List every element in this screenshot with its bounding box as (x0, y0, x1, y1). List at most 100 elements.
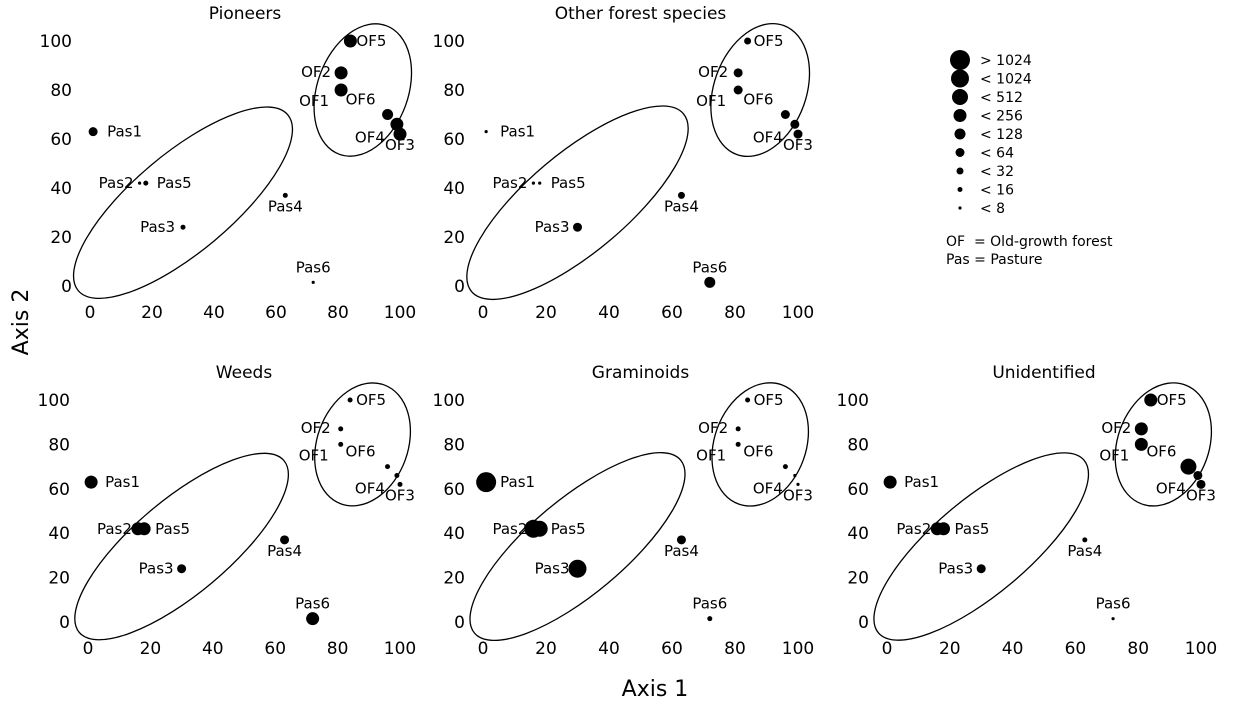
data-point (180, 224, 186, 230)
x-tick-label: 0 (882, 639, 893, 659)
y-tick-label: 0 (858, 613, 869, 633)
point-label: Pas4 (267, 542, 302, 560)
point-label: OF1 (299, 92, 329, 110)
y-tick-label: 0 (59, 613, 70, 633)
point-label: OF5 (356, 32, 386, 50)
y-tick-label: 60 (48, 480, 70, 500)
point-label: Pas6 (296, 258, 331, 276)
point-label: Pas6 (1096, 595, 1131, 613)
data-point (143, 180, 149, 186)
data-point (531, 520, 548, 537)
y-tick-label: 20 (50, 228, 72, 248)
x-tick-label: 100 (782, 303, 814, 323)
y-tick-label: 100 (433, 32, 465, 52)
data-point (735, 441, 741, 447)
point-label: OF4 (355, 479, 385, 497)
point-label: OF2 (301, 63, 331, 81)
data-point (484, 130, 488, 134)
point-label: OF3 (783, 486, 813, 504)
point-label: OF6 (743, 443, 773, 461)
scatter-panel: Pioneers 0 20 40 60 80 100 0 20 40 60 80 100 OF1 OF2 OF… (40, 4, 417, 323)
legend-label: < 8 (980, 201, 1005, 217)
data-point (88, 127, 98, 137)
point-label: Pas5 (155, 520, 190, 538)
y-tick-label: 0 (454, 613, 465, 633)
x-tick-label: 40 (598, 303, 620, 323)
data-point (306, 612, 320, 626)
point-label: Pas2 (97, 520, 132, 538)
point-label: OF5 (754, 32, 784, 50)
data-point (390, 117, 404, 131)
point-label: OF6 (1146, 443, 1176, 461)
point-label: Pas3 (535, 560, 570, 578)
data-point (573, 222, 582, 232)
data-point (343, 34, 357, 48)
point-label: Pas3 (535, 218, 570, 236)
data-point (883, 475, 897, 489)
point-label: OF2 (301, 419, 331, 437)
data-point (137, 522, 151, 536)
point-label: OF5 (1157, 391, 1187, 409)
point-label: Pas4 (664, 197, 699, 215)
x-tick-label: 80 (327, 639, 349, 659)
point-label: Pas4 (664, 542, 699, 560)
legend-label: > 1024 (980, 53, 1032, 69)
legend-marker (956, 167, 964, 175)
legend-marker (951, 69, 969, 88)
y-tick-label: 100 (40, 32, 72, 52)
point-label: Pas5 (955, 520, 990, 538)
x-tick-label: 20 (140, 639, 162, 659)
data-point (338, 426, 344, 432)
panel-title: Pioneers (209, 4, 282, 24)
data-point (84, 475, 98, 489)
point-label: Pas2 (896, 520, 931, 538)
data-point (677, 191, 685, 199)
y-tick-label: 60 (443, 480, 465, 500)
x-tick-label: 100 (384, 639, 416, 659)
group-ellipse (314, 382, 412, 507)
group-ellipse (873, 452, 1090, 641)
y-tick-label: 0 (61, 277, 72, 297)
data-point (735, 426, 741, 432)
data-point (347, 397, 353, 403)
legend-label: < 16 (980, 183, 1014, 199)
x-tick-label: 0 (478, 303, 489, 323)
x-tick-label: 40 (598, 639, 620, 659)
scatter-panel: Other forest species 0 20 40 60 80 100 0 20 40 60 8… (433, 4, 815, 323)
x-tick-label: 20 (535, 303, 557, 323)
data-point (733, 68, 743, 78)
point-label: Pas5 (551, 174, 586, 192)
point-label: OF3 (783, 136, 813, 154)
data-point (745, 397, 751, 403)
data-point (334, 66, 348, 80)
group-ellipse (72, 106, 294, 300)
x-tick-label: 60 (265, 303, 287, 323)
legend-marker (955, 148, 965, 157)
data-point (1144, 393, 1158, 407)
point-label: OF1 (299, 446, 329, 464)
y-tick-label: 100 (433, 391, 465, 411)
legend-marker (954, 128, 966, 140)
group-ellipse (711, 382, 810, 507)
y-tick-label: 80 (50, 81, 72, 101)
group-ellipse (469, 452, 686, 642)
y-tick-label: 100 (837, 391, 869, 411)
point-label: OF4 (753, 479, 783, 497)
point-label: OF4 (355, 128, 385, 146)
point-label: Pas4 (268, 197, 303, 215)
point-label: Pas2 (99, 174, 134, 192)
point-label: OF5 (754, 391, 784, 409)
point-label: Pas5 (157, 174, 192, 192)
point-label: Pas1 (105, 473, 140, 491)
point-label: OF2 (1101, 419, 1131, 437)
scatter-panels: Pioneers 0 20 40 60 80 100 0 20 40 60 80 100 OF1 OF2 OF… (38, 4, 1218, 659)
data-point (1082, 537, 1088, 543)
x-tick-label: 100 (384, 303, 416, 323)
group-ellipse (74, 452, 290, 641)
panel-title: Unidentified (992, 363, 1095, 383)
point-label: OF1 (1099, 446, 1129, 464)
data-point (177, 564, 187, 574)
point-label: Pas6 (692, 595, 727, 613)
x-tick-label: 60 (661, 303, 683, 323)
